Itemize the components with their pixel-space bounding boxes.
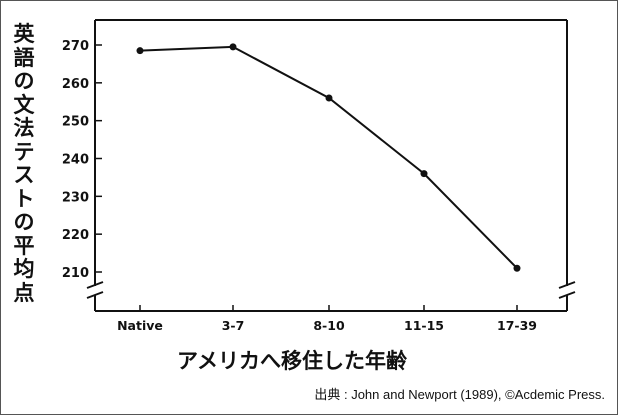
data-point xyxy=(136,47,144,55)
axis-break-mark-right-2 xyxy=(558,291,576,299)
x-tick-label: 17-39 xyxy=(497,318,537,333)
x-tick-label: Native xyxy=(117,318,163,333)
y-tick-label: 270 xyxy=(62,39,89,54)
x-tick-label: 8-10 xyxy=(313,318,345,333)
axis-break-mark-left-1 xyxy=(86,281,104,289)
data-point xyxy=(229,43,237,51)
x-tick-label: 11-15 xyxy=(404,318,444,333)
y-tick-label: 240 xyxy=(62,153,89,168)
y-tick-label: 260 xyxy=(62,77,89,92)
y-axis-label: 英語の文法テストの平均点 xyxy=(13,22,35,305)
y-tick-label: 210 xyxy=(62,266,89,281)
y-tick-label: 250 xyxy=(62,115,89,130)
y-tick-label: 230 xyxy=(62,190,89,205)
axis-break-mark-left-2 xyxy=(86,291,104,299)
series-line xyxy=(139,45,518,269)
source-citation: 出典 : John and Newport (1989), ©Acdemic P… xyxy=(314,387,605,402)
axis-break-mark-right-1 xyxy=(558,281,576,289)
data-point xyxy=(513,264,521,272)
y-tick-label: 220 xyxy=(62,228,89,243)
data-point xyxy=(420,170,428,178)
x-axis-label: アメリカへ移住した年齢 xyxy=(177,349,407,373)
data-point xyxy=(325,94,333,102)
x-tick-label: 3-7 xyxy=(222,318,245,333)
